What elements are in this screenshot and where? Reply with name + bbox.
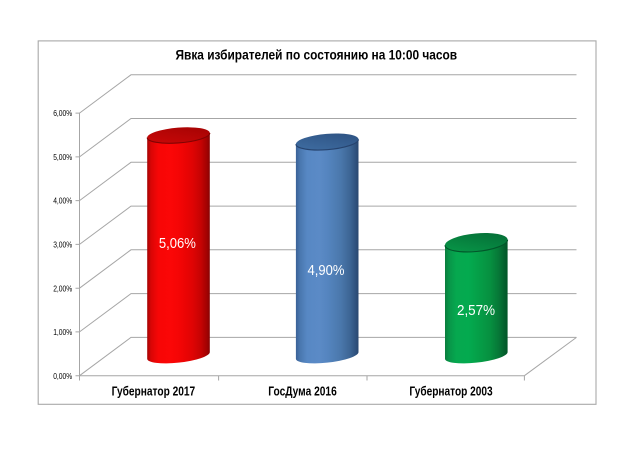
svg-text:5,00%: 5,00%: [53, 152, 72, 162]
svg-text:1,00%: 1,00%: [53, 327, 72, 337]
svg-text:5,06%: 5,06%: [159, 236, 196, 252]
svg-text:2,00%: 2,00%: [53, 283, 72, 293]
svg-text:Явка избирателей по состоянию: Явка избирателей по состоянию на 10:00 ч…: [175, 47, 457, 62]
svg-text:ГосДума 2016: ГосДума 2016: [268, 383, 337, 398]
svg-text:3,00%: 3,00%: [53, 240, 72, 250]
svg-text:0,00%: 0,00%: [53, 371, 72, 381]
svg-text:4,90%: 4,90%: [308, 263, 345, 279]
svg-text:4,00%: 4,00%: [53, 196, 72, 206]
svg-text:2,57%: 2,57%: [457, 303, 495, 319]
svg-text:Губернатор 2017: Губернатор 2017: [112, 383, 196, 398]
svg-text:Губернатор 2003: Губернатор 2003: [409, 383, 492, 398]
svg-text:6,00%: 6,00%: [53, 108, 72, 118]
